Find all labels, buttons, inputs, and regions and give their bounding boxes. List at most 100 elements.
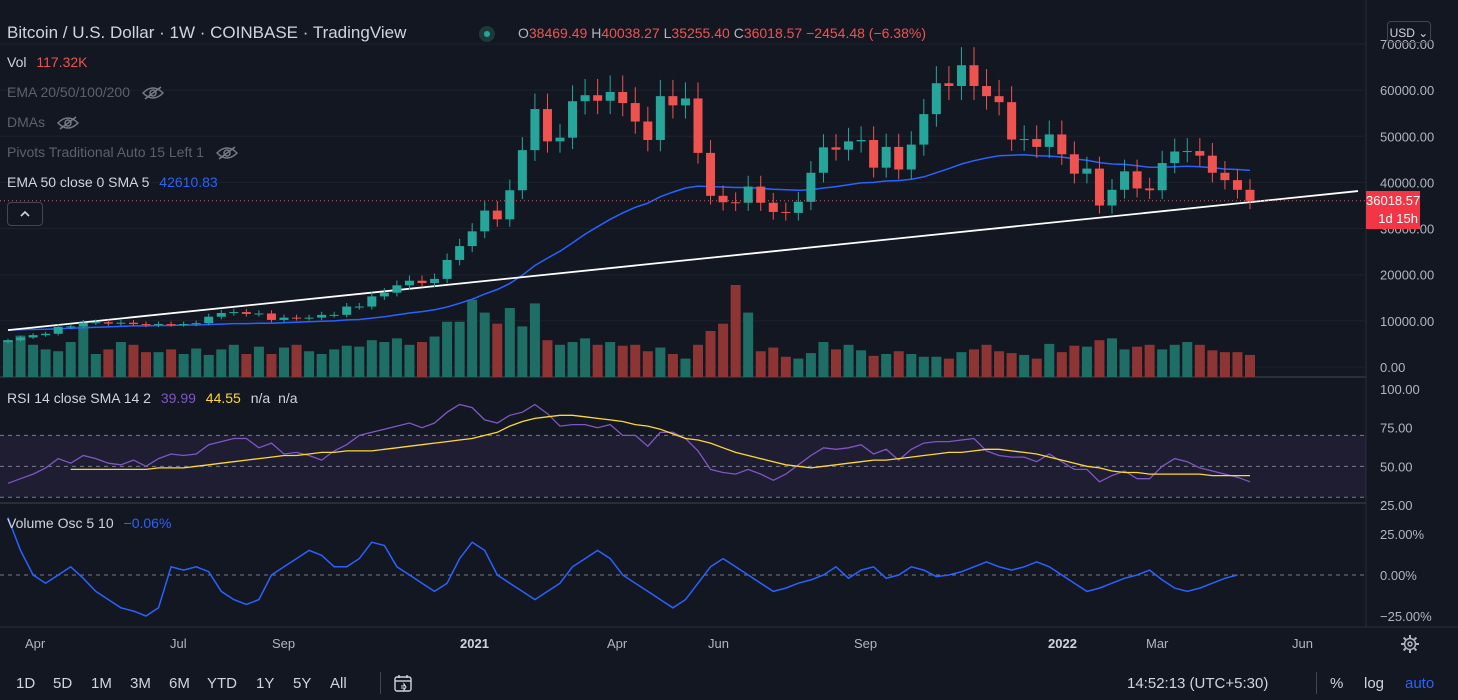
symbol-name[interactable]: Bitcoin / U.S. Dollar	[7, 23, 155, 42]
candle-body	[480, 210, 490, 232]
candle-body	[542, 109, 552, 142]
candle-body	[593, 95, 603, 101]
range-5y-button[interactable]: 5Y	[293, 675, 312, 692]
ohlc-values: O38469.49 H40038.27 L35255.40 C36018.57 …	[518, 25, 926, 41]
volume-bar	[1169, 344, 1180, 377]
range-5d-button[interactable]: 5D	[53, 675, 73, 692]
candle-body	[191, 323, 201, 325]
candle-body	[141, 324, 151, 326]
legend-vosc-value: −0.06%	[123, 515, 172, 531]
candle-body	[354, 306, 364, 308]
candle-body	[643, 121, 653, 140]
legend-ema50[interactable]: EMA 50 close 0 SMA 5 42610.83	[7, 174, 218, 190]
volume-bar	[981, 344, 992, 377]
range-1y-button[interactable]: 1Y	[256, 675, 275, 692]
collapse-legend-button[interactable]	[7, 202, 43, 226]
range-ytd-button[interactable]: YTD	[207, 675, 237, 692]
vosc-y-tick-label: −25.00%	[1380, 609, 1432, 624]
hidden-eye-icon[interactable]	[215, 146, 238, 160]
candle-body	[254, 313, 264, 315]
volume-bar	[1056, 352, 1067, 377]
candle-body	[1057, 134, 1067, 155]
separator: ·	[159, 23, 170, 42]
auto-toggle[interactable]: auto	[1405, 675, 1435, 692]
date-range-icon[interactable]	[393, 673, 413, 697]
volume-bar	[1194, 344, 1205, 377]
volume-bar	[881, 354, 892, 377]
candle-body	[392, 285, 402, 293]
volume-bar	[492, 323, 503, 377]
candle-body	[241, 312, 251, 314]
hidden-eye-icon[interactable]	[141, 86, 164, 100]
volume-bar	[1006, 353, 1017, 377]
volume-bar	[768, 347, 779, 377]
volume-bar	[228, 344, 239, 377]
volume-bar	[28, 344, 39, 377]
range-all-button[interactable]: All	[330, 675, 347, 692]
legend-ema50-value: 42610.83	[159, 174, 218, 190]
clock-time[interactable]: 14:52:13 (UTC+5:30)	[1127, 675, 1269, 692]
candle-body	[517, 150, 527, 191]
volume-bar	[1107, 338, 1117, 377]
candle-body	[1145, 188, 1155, 191]
ohlc-o-label: O	[518, 25, 529, 41]
log-toggle[interactable]: log	[1364, 675, 1385, 692]
range-1m-button[interactable]: 1M	[91, 675, 112, 692]
currency-label: USD	[1389, 26, 1415, 40]
volume-bar	[956, 352, 967, 377]
source: TradingView	[312, 23, 407, 42]
volume-bar	[567, 342, 578, 377]
volume-bar	[918, 356, 929, 377]
volume-bar	[780, 356, 791, 377]
percent-toggle[interactable]: %	[1330, 675, 1344, 692]
x-tick-label: Jul	[170, 636, 187, 651]
symbol-header[interactable]: Bitcoin / U.S. Dollar · 1W · COINBASE · …	[7, 23, 406, 43]
candle-body	[869, 139, 879, 168]
volume-bar	[994, 351, 1005, 377]
legend-rsi[interactable]: RSI 14 close SMA 14 2 39.99 44.55 n/a n/…	[7, 390, 298, 406]
legend-ema-multi[interactable]: EMA 20/50/100/200	[7, 84, 164, 100]
legend-rsi-label: RSI 14 close SMA 14 2	[7, 390, 151, 406]
rsi-sma-line	[70, 414, 1250, 477]
hidden-eye-icon[interactable]	[57, 116, 80, 130]
trendline	[7, 190, 1359, 331]
candle-body	[618, 91, 628, 104]
volume-bar	[65, 342, 76, 377]
candle-body	[806, 172, 816, 202]
legend-vol[interactable]: Vol 117.32K	[7, 54, 87, 70]
volume-bar	[693, 344, 703, 377]
volume-bar	[329, 349, 340, 377]
candle-body	[856, 139, 866, 142]
range-3m-button[interactable]: 3M	[130, 675, 151, 692]
candle-body	[894, 146, 904, 170]
volume-bar	[429, 336, 440, 377]
candle-body	[1007, 102, 1017, 140]
settings-gear-icon[interactable]	[1400, 634, 1420, 654]
candle-body	[781, 211, 791, 213]
candle-body	[831, 147, 841, 150]
volume-bar	[78, 326, 89, 377]
volume-bar	[943, 358, 954, 377]
market-status-icon[interactable]	[479, 26, 495, 42]
legend-vosc[interactable]: Volume Osc 5 10 −0.06%	[7, 515, 171, 531]
chevron-up-icon	[20, 210, 30, 217]
volume-bar	[316, 354, 327, 377]
range-6m-button[interactable]: 6M	[169, 675, 190, 692]
volume-bar	[1094, 340, 1105, 377]
interval[interactable]: 1W	[169, 23, 196, 42]
vosc-line	[7, 517, 1238, 617]
legend-vol-value: 117.32K	[36, 54, 88, 70]
candle-body	[1207, 155, 1217, 173]
range-1d-button[interactable]: 1D	[16, 675, 36, 692]
volume-bar	[479, 312, 490, 377]
legend-dmas[interactable]: DMAs	[7, 114, 80, 130]
currency-select[interactable]: USD ⌄	[1387, 21, 1431, 43]
legend-pivots[interactable]: Pivots Traditional Auto 15 Left 1	[7, 144, 238, 160]
candle-body	[530, 109, 540, 151]
legend-vol-label: Vol	[7, 54, 27, 70]
ohlc-change: −2454.48 (−6.38%)	[806, 25, 926, 41]
candle-body	[680, 98, 690, 106]
candle-body	[430, 278, 440, 284]
volume-bar	[805, 353, 816, 377]
